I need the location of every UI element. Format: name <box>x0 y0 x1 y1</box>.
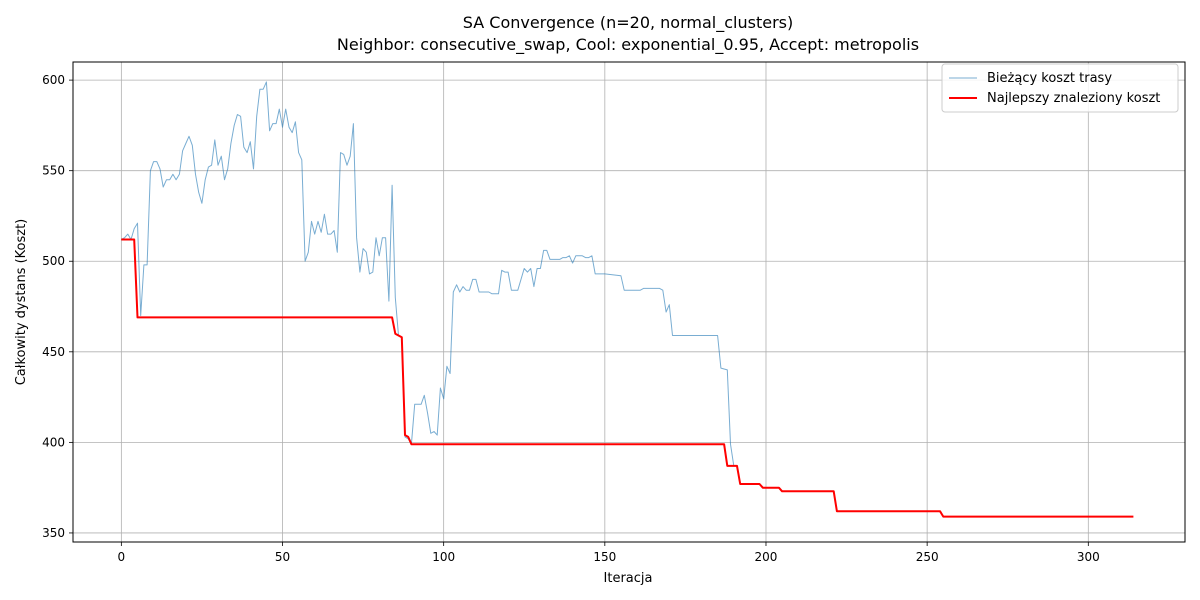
x-tick-label: 100 <box>432 550 455 564</box>
y-axis-label: Całkowity dystans (Koszt) <box>14 219 29 386</box>
x-tick-label: 50 <box>275 550 290 564</box>
chart-title-line1: SA Convergence (n=20, normal_clusters) <box>463 13 793 33</box>
y-tick-label: 400 <box>42 435 65 449</box>
x-tick-label: 250 <box>916 550 939 564</box>
legend-label-current: Bieżący koszt trasy <box>987 71 1112 86</box>
x-axis-label: Iteracja <box>604 571 653 586</box>
x-axis-ticks: 0 50 100 150 200 250 300 <box>118 542 1100 564</box>
plot-frame <box>72 61 1186 543</box>
x-tick-label: 0 <box>118 550 126 564</box>
legend-box <box>941 63 1179 113</box>
legend-label-best: Najlepszy znaleziony koszt <box>987 91 1160 106</box>
series-best-cost-line <box>121 238 1134 518</box>
x-tick-label: 200 <box>755 550 778 564</box>
chart-title-line2: Neighbor: consecutive_swap, Cool: expone… <box>337 35 919 55</box>
y-axis-ticks: 350 400 450 500 550 600 <box>42 73 73 540</box>
x-tick-label: 300 <box>1077 550 1100 564</box>
y-tick-label: 450 <box>42 345 65 359</box>
y-tick-label: 550 <box>42 164 65 178</box>
y-tick-label: 500 <box>42 254 65 268</box>
legend: Bieżący koszt trasy Najlepszy znaleziony… <box>941 63 1179 113</box>
y-tick-label: 350 <box>42 526 65 540</box>
series-lines <box>121 81 1134 518</box>
series-current-cost-line <box>121 81 735 466</box>
y-tick-label: 600 <box>42 73 65 87</box>
grid <box>73 62 1185 542</box>
x-tick-label: 150 <box>593 550 616 564</box>
